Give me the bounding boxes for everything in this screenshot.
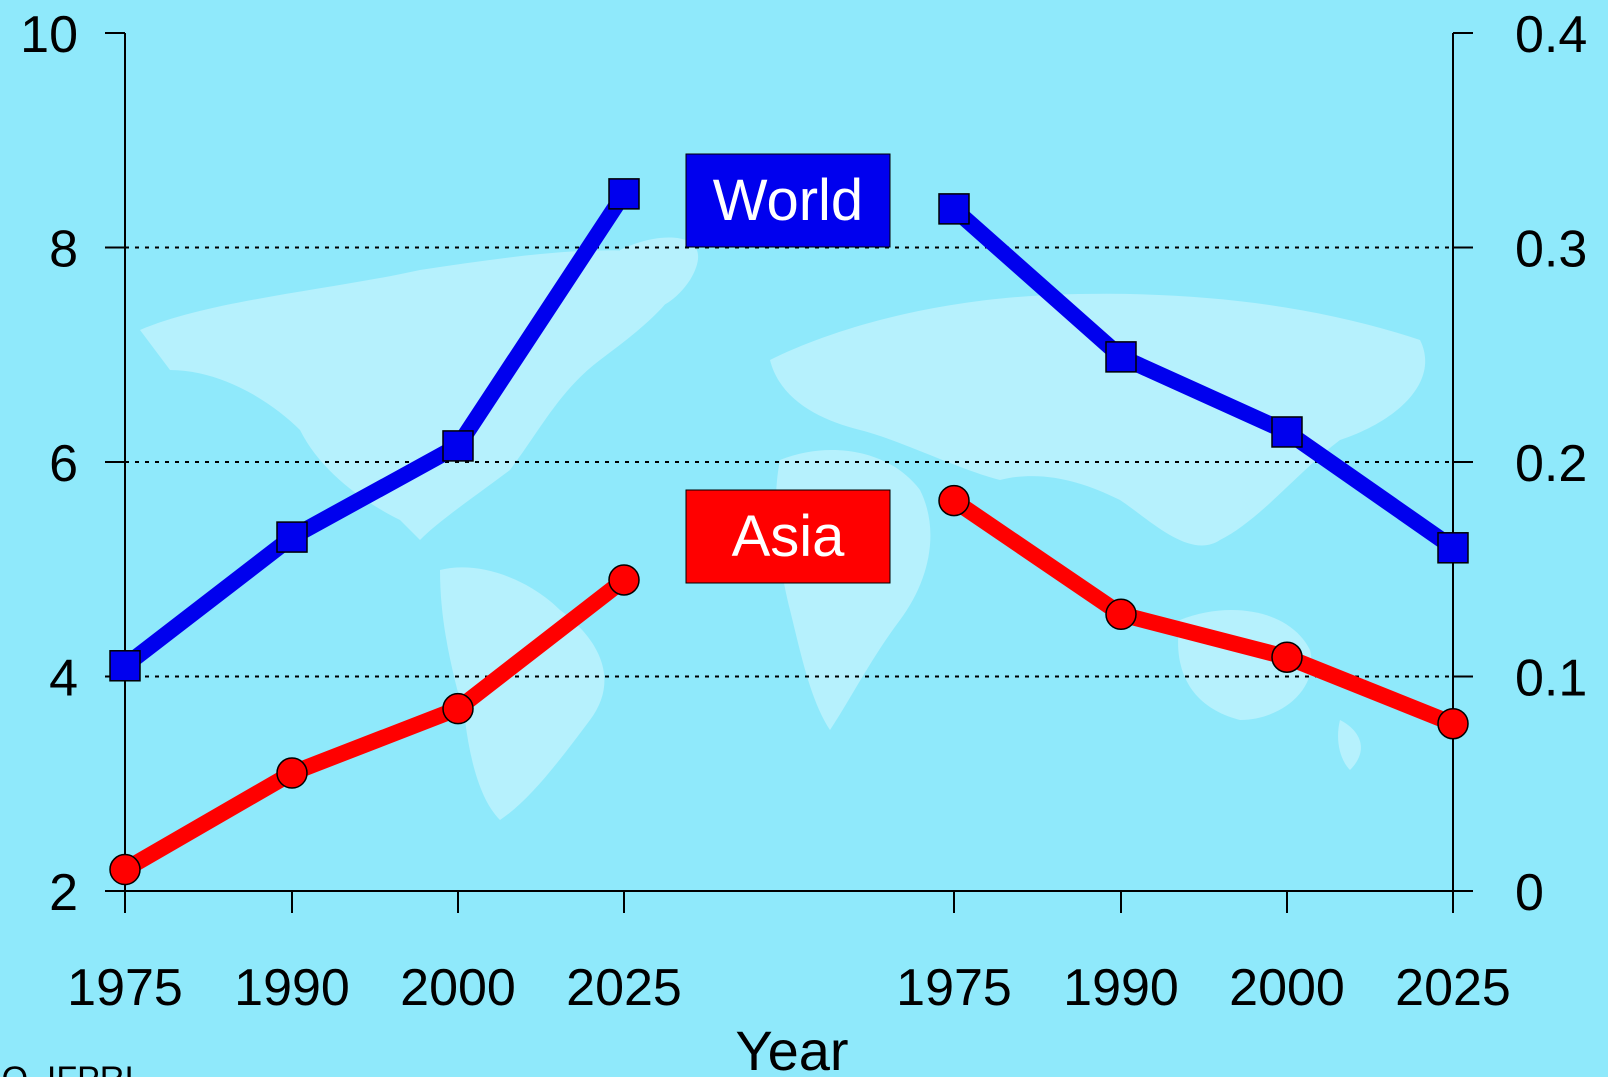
axes: 2 4 6 8 10 0 0.1 0.2 0.3 0.4 1975 1990 2000 2025 1975 1… (20, 6, 1587, 1017)
data-point (1271, 416, 1303, 448)
data-point (938, 484, 970, 517)
data-point (1437, 532, 1469, 564)
right-tick-label: 0.2 (1515, 435, 1587, 493)
data-point (608, 564, 640, 596)
data-point (442, 692, 474, 725)
left-tick-label: 4 (49, 650, 78, 708)
data-point (1105, 341, 1137, 373)
data-point (608, 178, 640, 210)
series-asia-left (109, 564, 640, 886)
data-point (109, 650, 141, 682)
right-tick-label: 0.4 (1515, 6, 1587, 64)
data-point (442, 430, 474, 462)
series-world-left (109, 178, 640, 682)
data-point (1271, 641, 1303, 673)
legend-label: World (713, 168, 863, 233)
series-line (120, 573, 629, 877)
x-tick-label: 2025 (566, 959, 682, 1017)
left-tick-label: 6 (49, 435, 78, 493)
data-point (1437, 707, 1469, 740)
data-point (109, 853, 141, 886)
data-point (276, 521, 308, 553)
x-tick-label: 2000 (400, 959, 516, 1017)
series-asia-right (938, 484, 1469, 740)
data-point (276, 757, 308, 789)
series-layer (109, 178, 1469, 886)
x-tick-label: 1990 (234, 959, 350, 1017)
right-tick-label: 0 (1515, 864, 1544, 922)
left-tick-label: 10 (20, 6, 78, 64)
legend-swatch (685, 489, 891, 584)
legend-item-asia: Asia (685, 489, 891, 584)
x-tick-label: 2025 (1395, 959, 1511, 1017)
x-tick-label: 1975 (67, 959, 183, 1017)
x-tick-label: 1990 (1063, 959, 1179, 1017)
data-point (1105, 598, 1137, 631)
right-tick-label: 0.1 (1515, 650, 1587, 708)
legend: World Asia (685, 153, 891, 584)
series-line (948, 202, 1458, 555)
legend-label: Asia (732, 504, 846, 569)
source-note: FAO, IFPRI (0, 1060, 134, 1077)
left-tick-label: 8 (49, 221, 78, 279)
gridlines (125, 246, 1453, 678)
world-map-background (140, 237, 1426, 820)
legend-swatch (685, 153, 891, 248)
x-tick-label: 1975 (896, 959, 1012, 1017)
x-axis-label: Year (735, 1019, 848, 1077)
x-tick-label: 2000 (1229, 959, 1345, 1017)
left-tick-label: 2 (49, 864, 78, 922)
series-line (120, 189, 631, 673)
series-world-right (938, 193, 1469, 564)
series-line (949, 493, 1456, 732)
data-point (938, 193, 970, 225)
legend-item-world: World (685, 153, 891, 248)
right-tick-label: 0.3 (1515, 221, 1587, 279)
